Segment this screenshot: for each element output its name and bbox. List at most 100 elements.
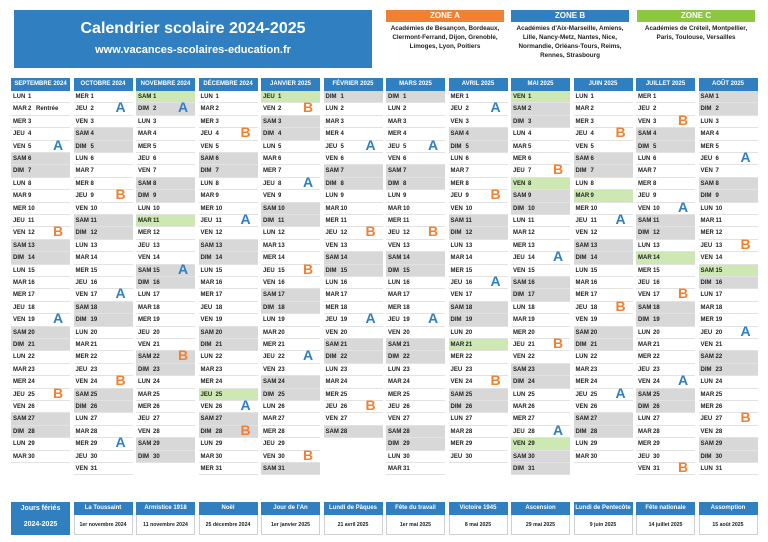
zone-letter: B bbox=[53, 384, 64, 401]
day-row: SAM 6 bbox=[11, 153, 70, 166]
zone-b-header: ZONE B bbox=[511, 10, 629, 22]
day-number: 30 bbox=[153, 453, 160, 460]
weekday-label: JEU bbox=[700, 156, 713, 162]
day-number: 13 bbox=[653, 242, 660, 249]
weekday-label: SAM bbox=[638, 304, 652, 311]
day-row: JEU 14 bbox=[511, 252, 570, 265]
weekday-label: SAM bbox=[700, 267, 714, 274]
holiday-name: Lundi de Pâques bbox=[323, 502, 383, 515]
day-row: LUN 17 bbox=[698, 289, 758, 302]
day-row: DIM 7 bbox=[198, 165, 258, 178]
weekday-label: DIM bbox=[138, 453, 149, 460]
day-number: 27 bbox=[528, 416, 535, 423]
weekday-label: VEN bbox=[13, 230, 26, 237]
day-row: SAM 9 bbox=[511, 190, 570, 203]
day-row: LUN 9 bbox=[386, 190, 445, 203]
month-header: DÉCEMBRE 2024 bbox=[198, 78, 258, 91]
day-row: VEN 12 bbox=[11, 227, 70, 240]
zone-letter: B bbox=[53, 223, 64, 240]
weekday-label: LUN bbox=[513, 391, 526, 398]
holiday-date: 25 décembre 2024 bbox=[198, 515, 258, 535]
day-number: 16 bbox=[528, 280, 535, 286]
day-number: 24 bbox=[153, 379, 160, 386]
day-row: MER 19 bbox=[698, 314, 758, 327]
day-row: LUN 26 bbox=[261, 401, 320, 414]
weekday-label: MAR bbox=[75, 342, 90, 348]
weekday-label: LUN bbox=[200, 94, 213, 100]
day-number: 25 bbox=[590, 391, 598, 398]
weekday-label: SAM bbox=[13, 242, 27, 249]
day-row: JEU 18 bbox=[11, 302, 70, 315]
day-row: MER 29 bbox=[636, 438, 695, 451]
weekday-label: MER bbox=[75, 94, 89, 100]
day-number: 6 bbox=[90, 156, 94, 162]
weekday-label: LUN bbox=[388, 193, 401, 200]
day-number: 5 bbox=[715, 143, 719, 150]
day-number: 20 bbox=[278, 329, 285, 336]
day-number: 8 bbox=[653, 180, 657, 187]
day-number: 10 bbox=[465, 205, 473, 212]
day-row: MER 4 bbox=[386, 128, 445, 141]
day-number: 13 bbox=[215, 242, 223, 249]
day-row: MER 15 bbox=[73, 265, 133, 277]
weekday-label: DIM bbox=[388, 441, 399, 448]
day-number: 5 bbox=[528, 143, 532, 150]
day-row: MAR 30 bbox=[198, 451, 258, 463]
weekday-label: LUN bbox=[575, 267, 588, 274]
day-row: MER 3 bbox=[11, 116, 70, 129]
day-row: DIM 3 bbox=[511, 115, 570, 129]
day-number: 26 bbox=[528, 404, 535, 410]
day-row: DIM 28 bbox=[198, 425, 258, 439]
zone-letter: A bbox=[615, 384, 626, 401]
weekday-label: SAM bbox=[325, 428, 339, 435]
day-number: 27 bbox=[403, 416, 410, 423]
day-number: 8 bbox=[215, 180, 219, 187]
weekday-label: LUN bbox=[200, 441, 213, 448]
zone-letter: B bbox=[615, 297, 626, 314]
weekday-label: LUN bbox=[638, 416, 651, 423]
day-row: JEU 5 bbox=[386, 141, 445, 153]
day-row: LUN 23 bbox=[323, 364, 383, 377]
day-number: 8 bbox=[340, 180, 344, 187]
day-number: 9 bbox=[715, 193, 719, 200]
weekday-label: JEU bbox=[700, 329, 713, 336]
day-row: DIM 21 bbox=[198, 339, 258, 352]
day-number: 4 bbox=[340, 131, 344, 138]
day-number: 18 bbox=[528, 304, 535, 311]
day-row: MAR 7 bbox=[73, 165, 133, 178]
weekday-label: LUN bbox=[13, 354, 26, 361]
day-row: DIM 4 bbox=[261, 128, 320, 141]
day-number: 13 bbox=[340, 242, 348, 249]
day-number: 15 bbox=[340, 267, 348, 274]
weekday-label: MER bbox=[200, 466, 214, 472]
day-row: DIM 29 bbox=[386, 438, 445, 451]
day-number: 9 bbox=[28, 193, 32, 200]
weekday-label: SAM bbox=[513, 193, 527, 200]
day-row: SAM 13 bbox=[11, 239, 70, 253]
day-row: MAR 18 bbox=[136, 302, 195, 315]
weekday-label: DIM bbox=[575, 255, 587, 262]
day-number: 13 bbox=[90, 242, 98, 249]
day-number: 18 bbox=[278, 304, 285, 311]
day-row: SAM 14 bbox=[386, 252, 445, 265]
weekday-label: LUN bbox=[700, 118, 713, 125]
weekday-label: MAR bbox=[138, 218, 152, 224]
day-row: MER 11 bbox=[386, 215, 445, 228]
month-column: MAI 2025 VEN 1 SAM 2 DIM 3 LUN 4 MAR 5 MER 6 JEU 7 VEN 8… bbox=[511, 78, 570, 498]
day-number: 12 bbox=[340, 230, 348, 237]
holiday-item: La Toussaint 1er novembre 2024 bbox=[73, 502, 133, 536]
day-row: MER 4 bbox=[323, 128, 383, 141]
weekday-label: MER bbox=[138, 317, 152, 324]
day-number: 7 bbox=[90, 168, 94, 175]
weekday-label: DIM bbox=[75, 317, 87, 324]
day-number: 3 bbox=[528, 118, 532, 125]
day-number: 29 bbox=[590, 441, 598, 448]
day-row: MAR 23 bbox=[198, 364, 258, 377]
day-row: MER 24 bbox=[198, 376, 258, 389]
day-row: SAM 13 bbox=[573, 239, 633, 253]
weekday-label: MAR bbox=[513, 143, 527, 150]
month-column: FÉVRIER 2025 DIM 1 LUN 2 MAR 3 MER 4 JEU 5 VEN 6 SAM 7… bbox=[323, 78, 383, 498]
day-row: MER 26 bbox=[136, 401, 195, 414]
day-number: 16 bbox=[90, 280, 98, 286]
weekday-label: VEN bbox=[325, 242, 338, 249]
